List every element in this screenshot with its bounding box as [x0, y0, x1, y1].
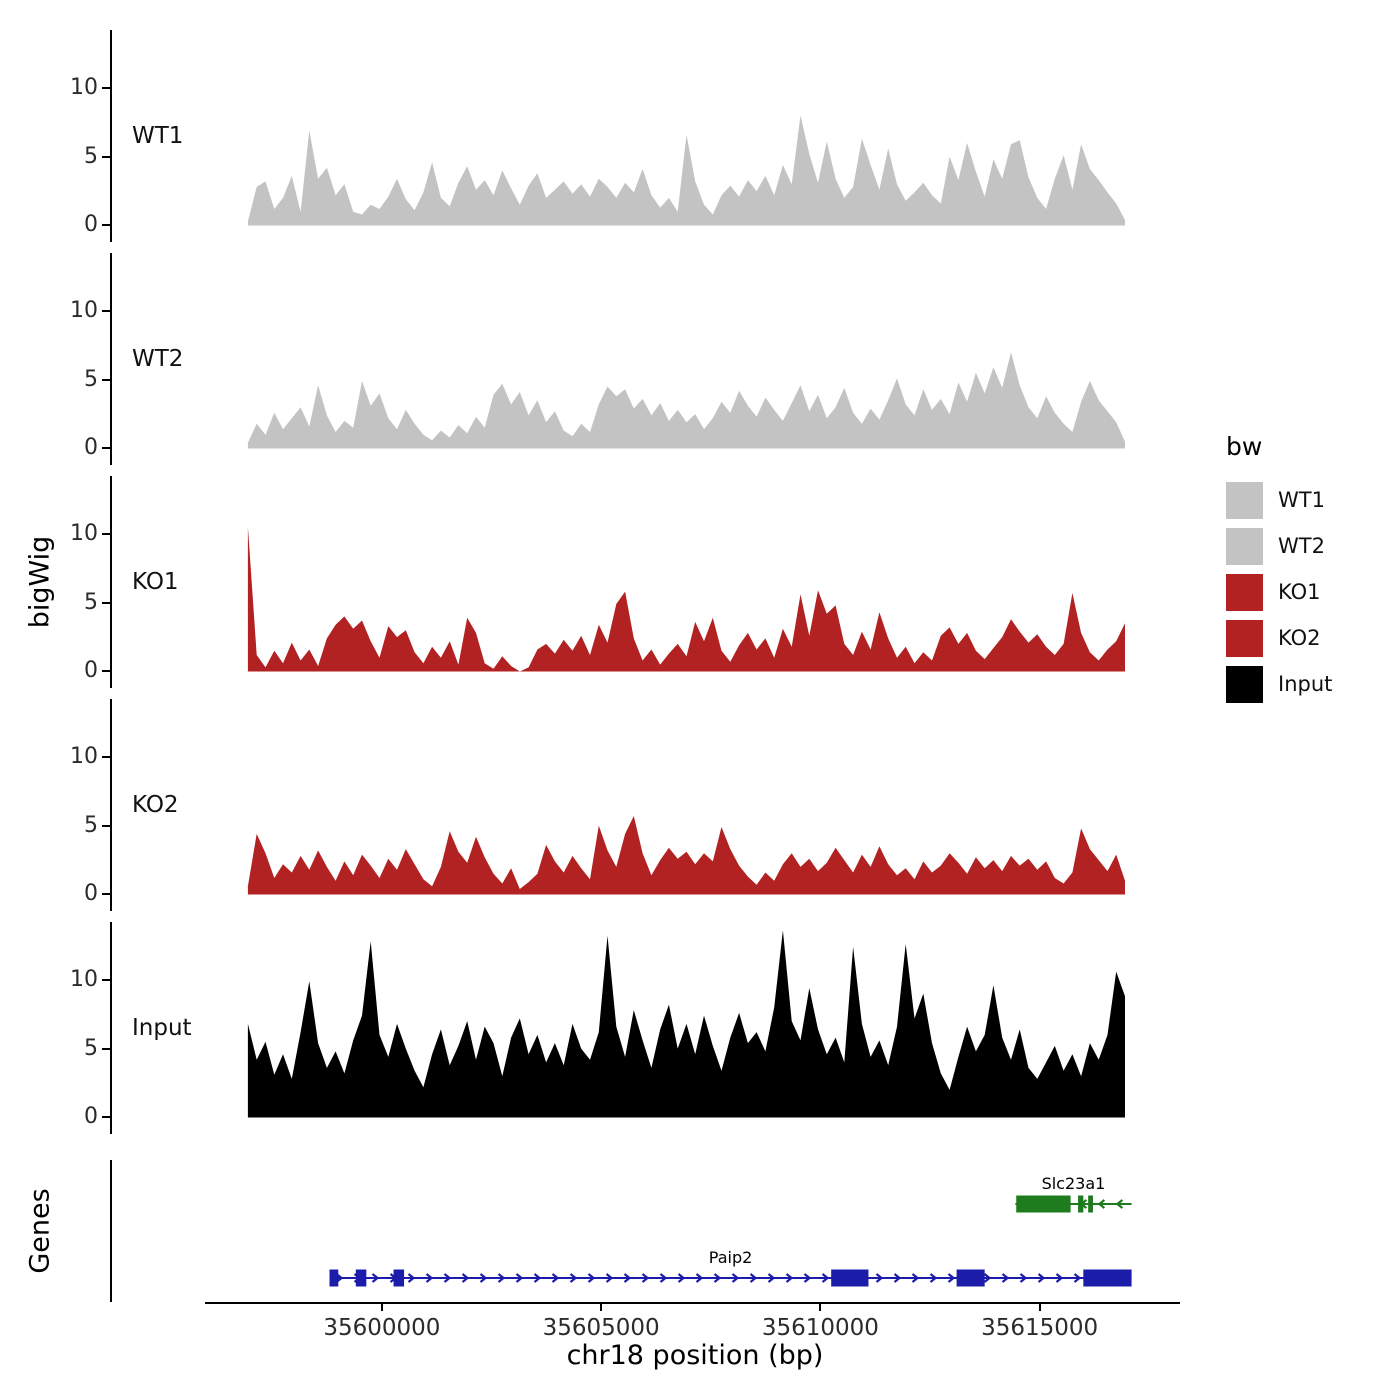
x-axis-title: chr18 position (bp) — [566, 1340, 824, 1371]
y-tick-mark — [102, 1116, 110, 1119]
coverage-area-ko1 — [247, 526, 1125, 672]
gene-label-paip2: Paip2 — [709, 1248, 753, 1267]
gene-paip2: Paip2 — [329, 1248, 1132, 1287]
gene-slc23a1: Slc23a1 — [1015, 1174, 1132, 1213]
y-tick-label: 10 — [70, 74, 98, 100]
genes-panel: Slc23a1 Paip2 — [110, 1160, 1180, 1302]
y-tick-label: 10 — [70, 966, 98, 992]
y-tick-label: 10 — [70, 520, 98, 546]
y-tick-mark — [102, 155, 110, 158]
y-tick-mark — [102, 893, 110, 896]
facet-label-ko1: KO1 — [132, 569, 179, 595]
legend-swatch-wt2 — [1226, 527, 1263, 565]
y-tick-label: 5 — [84, 812, 98, 838]
x-tick-mark — [380, 1302, 383, 1311]
legend-label: KO2 — [1278, 626, 1321, 650]
y-tick-mark — [102, 86, 110, 89]
legend: bw WT1 WT2 KO1 KO2 Input — [1226, 432, 1332, 707]
x-tick-mark — [600, 1302, 603, 1311]
legend-label: WT2 — [1278, 534, 1325, 558]
y-tick-label: 0 — [84, 212, 98, 238]
y-tick-label: 0 — [84, 435, 98, 461]
y-tick-mark — [102, 1047, 110, 1050]
y-tick-mark — [102, 532, 110, 535]
y-tick-mark — [102, 378, 110, 381]
y-tick-label: 10 — [70, 297, 98, 323]
y-tick-label: 5 — [84, 143, 98, 169]
coverage-area-wt1 — [247, 115, 1125, 226]
y-tick-mark — [102, 755, 110, 758]
y-tick-mark — [102, 670, 110, 673]
y-tick-label: 0 — [84, 881, 98, 907]
legend-swatch-ko1 — [1226, 573, 1263, 611]
facet-label-wt1: WT1 — [132, 123, 184, 149]
legend-entry-ko1: KO1 — [1226, 569, 1332, 615]
y-tick-mark — [102, 309, 110, 312]
legend-entry-wt1: WT1 — [1226, 477, 1332, 523]
legend-swatch-ko2 — [1226, 619, 1263, 657]
facet-label-input: Input — [132, 1015, 192, 1041]
legend-entry-ko2: KO2 — [1226, 615, 1332, 661]
y-tick-label: 0 — [84, 658, 98, 684]
track-panel-ko1: 0 5 10 KO1 — [70, 476, 1180, 688]
x-tick-label: 35605000 — [542, 1315, 660, 1341]
legend-entry-input: Input — [1226, 661, 1332, 707]
coverage-area-input — [247, 930, 1125, 1118]
y-tick-label: 0 — [84, 1104, 98, 1130]
y-tick-mark — [102, 978, 110, 981]
coverage-area-ko2 — [247, 816, 1125, 895]
gene-label-slc23a1: Slc23a1 — [1042, 1174, 1106, 1193]
y-tick-mark — [102, 224, 110, 227]
x-tick-mark — [819, 1302, 822, 1311]
x-tick-label: 35610000 — [761, 1315, 879, 1341]
x-tick-label: 35600000 — [323, 1315, 441, 1341]
track-panel-wt2: 0 5 10 WT2 — [70, 253, 1180, 465]
track-panel-input: 0 5 10 Input — [70, 922, 1180, 1134]
y-tick-mark — [102, 824, 110, 827]
y-axis-title-genes: Genes — [24, 1188, 56, 1274]
y-tick-label: 5 — [84, 589, 98, 615]
legend-label: Input — [1278, 672, 1333, 696]
legend-entries: WT1 WT2 KO1 KO2 Input — [1226, 477, 1332, 707]
y-tick-mark — [102, 447, 110, 450]
y-tick-label: 5 — [84, 366, 98, 392]
x-tick-label: 35615000 — [981, 1315, 1099, 1341]
coverage-area-wt2 — [247, 352, 1125, 449]
legend-swatch-wt1 — [1226, 481, 1263, 519]
y-tick-label: 10 — [70, 743, 98, 769]
track-panel-wt1: 0 5 10 WT1 — [70, 30, 1180, 242]
y-tick-label: 5 — [84, 1035, 98, 1061]
x-tick-mark — [1038, 1302, 1041, 1311]
legend-label: WT1 — [1278, 488, 1325, 512]
legend-swatch-input — [1226, 665, 1263, 703]
legend-entry-wt2: WT2 — [1226, 523, 1332, 569]
legend-title: bw — [1226, 432, 1263, 461]
facet-label-wt2: WT2 — [132, 346, 184, 372]
y-tick-mark — [102, 601, 110, 604]
x-axis-line — [205, 1302, 1180, 1304]
legend-label: KO1 — [1278, 580, 1321, 604]
track-panel-ko2: 0 5 10 KO2 — [70, 699, 1180, 911]
facet-label-ko2: KO2 — [132, 792, 179, 818]
gene-models-canvas: Slc23a1 Paip2 — [329, 1174, 1132, 1287]
